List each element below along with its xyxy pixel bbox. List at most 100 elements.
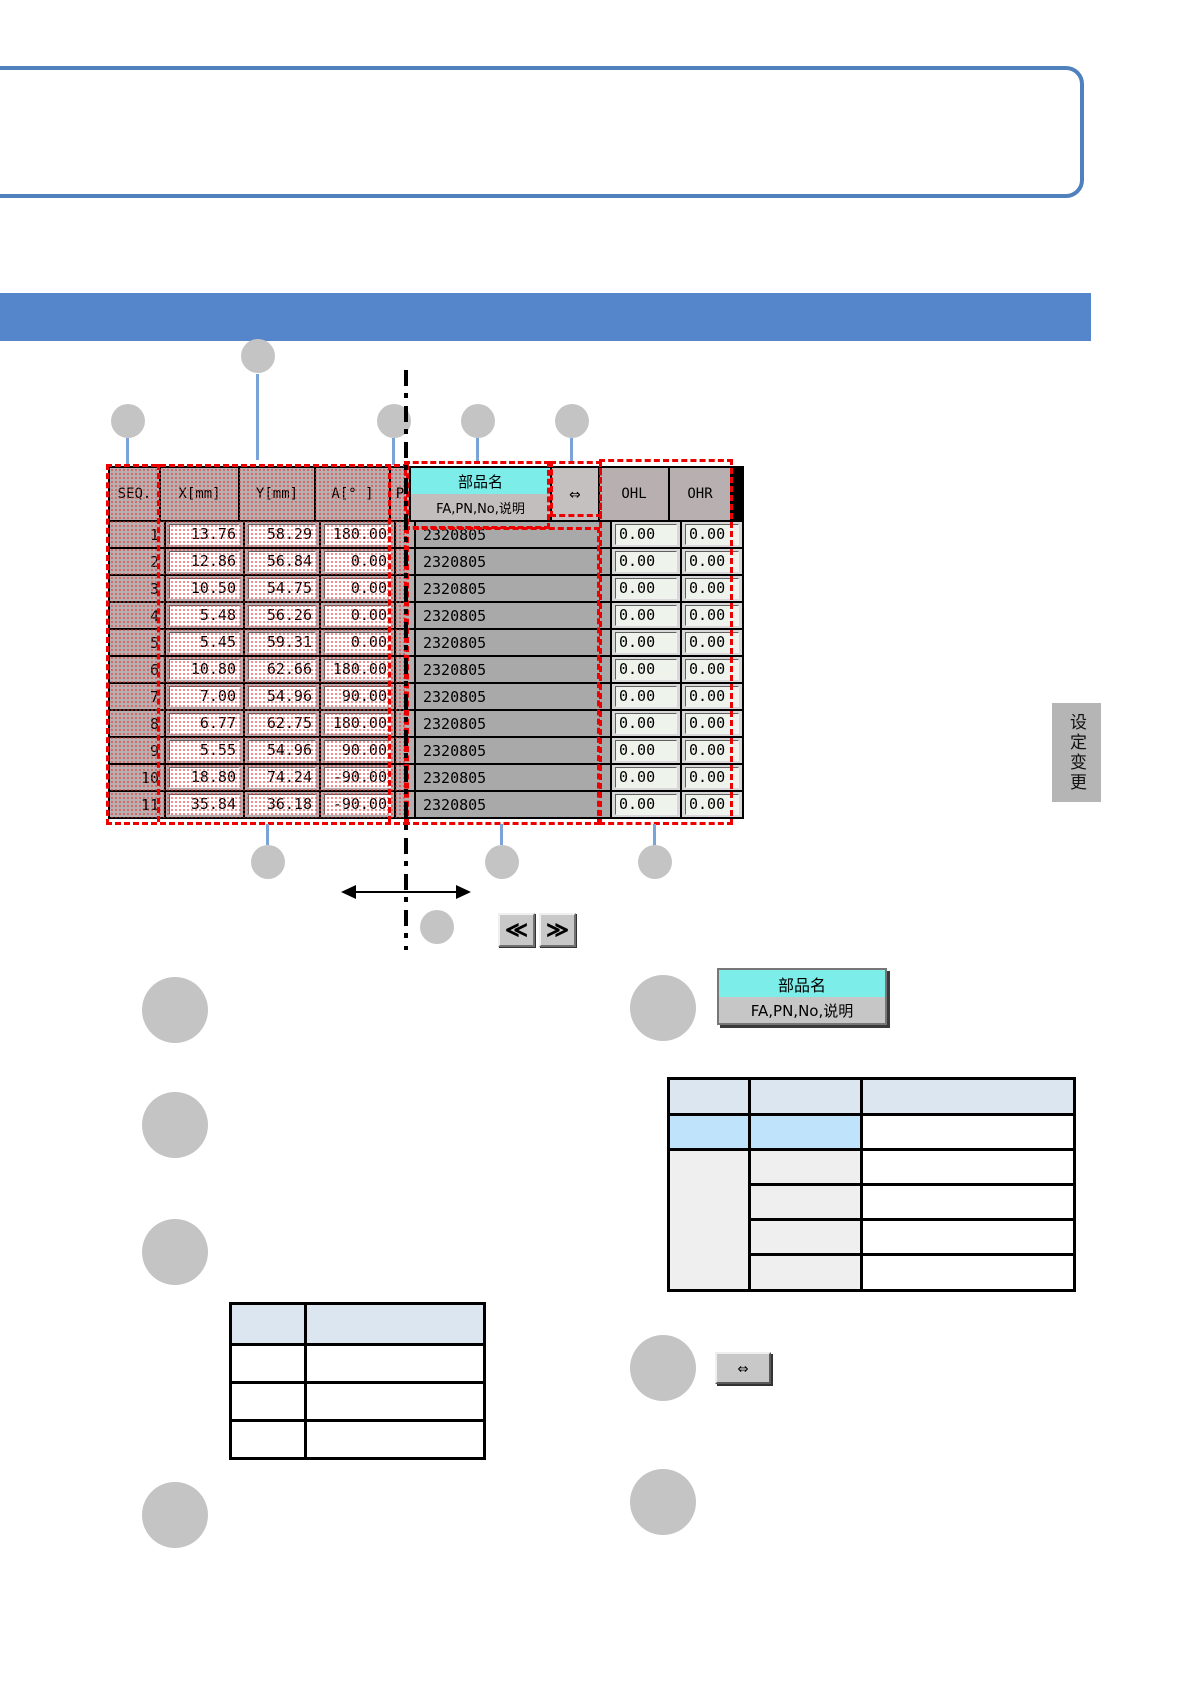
cell-part-name[interactable]: 2320805 (416, 711, 610, 736)
chapter-side-tab[interactable]: 设定变更 (1052, 703, 1101, 802)
cell-a[interactable]: 0.00 (321, 576, 394, 601)
cell-part-name[interactable]: 2320805 (416, 792, 610, 817)
cell-y[interactable]: 54.96 (245, 738, 319, 763)
table-cell (863, 1151, 1073, 1183)
cell-part-name[interactable]: 2320805 (416, 765, 610, 790)
cell-part-name[interactable]: 2320805 (416, 576, 610, 601)
cell-ohl[interactable]: 0.00 (612, 792, 680, 817)
cell-ohl[interactable]: 0.00 (612, 630, 680, 655)
cell-seq[interactable]: 9 (110, 738, 164, 763)
cell-part-name[interactable]: 2320805 (416, 738, 610, 763)
cell-x[interactable]: 12.86 (166, 549, 243, 574)
cell-seq[interactable]: 3 (110, 576, 164, 601)
cell-a[interactable]: -90.00 (321, 792, 394, 817)
cell-x[interactable]: 35.84 (166, 792, 243, 817)
cell-x[interactable]: 5.45 (166, 630, 243, 655)
cell-y[interactable]: 56.84 (245, 549, 319, 574)
cell-ohl[interactable]: 0.00 (612, 684, 680, 709)
cell-part-name[interactable]: 2320805 (416, 549, 610, 574)
cell-part-name[interactable]: 2320805 (416, 603, 610, 628)
column-header-y[interactable]: Y[mm] (240, 468, 314, 520)
cell-seq[interactable]: 8 (110, 711, 164, 736)
cell-seq[interactable]: 10 (110, 765, 164, 790)
cell-ohr[interactable]: 0.00 (682, 657, 742, 682)
cell-x[interactable]: 10.80 (166, 657, 243, 682)
cell-ohr[interactable]: 0.00 (682, 522, 742, 547)
cell-ohr[interactable]: 0.00 (682, 576, 742, 601)
cell-ohl[interactable]: 0.00 (612, 549, 680, 574)
cell-ohr[interactable]: 0.00 (682, 549, 742, 574)
table-cell (863, 1221, 1073, 1253)
cell-ohl[interactable]: 0.00 (612, 522, 680, 547)
cell-ohl[interactable]: 0.00 (612, 657, 680, 682)
cell-ohr[interactable]: 0.00 (682, 738, 742, 763)
cell-ohl[interactable]: 0.00 (612, 603, 680, 628)
cell-a[interactable]: 180.00 (321, 522, 394, 547)
cell-ohl[interactable]: 0.00 (612, 576, 680, 601)
callout-line (500, 824, 503, 845)
column-header-swap-button[interactable]: ⇔ (552, 468, 598, 520)
cell-seq[interactable]: 6 (110, 657, 164, 682)
table-cell (232, 1346, 304, 1381)
cell-a[interactable]: -90.00 (321, 765, 394, 790)
cell-ohl[interactable]: 0.00 (612, 738, 680, 763)
cell-part-name[interactable]: 2320805 (416, 684, 610, 709)
column-header-seq[interactable]: SEQ. (110, 468, 159, 520)
cell-ohr[interactable]: 0.00 (682, 684, 742, 709)
cell-x[interactable]: 18.80 (166, 765, 243, 790)
cell-y[interactable]: 56.26 (245, 603, 319, 628)
cell-y[interactable]: 36.18 (245, 792, 319, 817)
page-next-button[interactable]: ≫ (539, 913, 576, 947)
callout-circle (555, 404, 589, 438)
arrow-head-left-icon (341, 885, 356, 899)
table-row: 5 5.45 59.31 0.00 2320805 0.00 0.00 (110, 630, 742, 655)
cell-x[interactable]: 5.48 (166, 603, 243, 628)
cell-y[interactable]: 58.29 (245, 522, 319, 547)
cell-part-name[interactable]: 2320805 (416, 522, 610, 547)
cell-ohr[interactable]: 0.00 (682, 792, 742, 817)
cell-y[interactable]: 62.75 (245, 711, 319, 736)
cell-x[interactable]: 5.55 (166, 738, 243, 763)
cell-ohl[interactable]: 0.00 (612, 711, 680, 736)
cell-ohr[interactable]: 0.00 (682, 765, 742, 790)
cell-a[interactable]: 180.00 (321, 711, 394, 736)
part-name-legend-bottom: FA,PN,No,说明 (719, 997, 885, 1023)
cell-seq[interactable]: 4 (110, 603, 164, 628)
cell-seq[interactable]: 5 (110, 630, 164, 655)
cell-a[interactable]: 0.00 (321, 549, 394, 574)
cell-y[interactable]: 54.75 (245, 576, 319, 601)
cell-y[interactable]: 74.24 (245, 765, 319, 790)
cell-seq[interactable]: 7 (110, 684, 164, 709)
placement-data-table: SEQ. X[mm] Y[mm] A[° ] P 部品名 FA,PN,No,说明… (108, 466, 744, 819)
column-header-ohr[interactable]: OHR (670, 468, 730, 520)
cell-ohl[interactable]: 0.00 (612, 765, 680, 790)
callout-circle (630, 1335, 696, 1401)
cell-ohr[interactable]: 0.00 (682, 603, 742, 628)
callout-circle (142, 1482, 208, 1548)
cell-y[interactable]: 54.96 (245, 684, 319, 709)
cell-y[interactable]: 62.66 (245, 657, 319, 682)
cell-a[interactable]: 90.00 (321, 738, 394, 763)
cell-a[interactable]: 0.00 (321, 603, 394, 628)
cell-part-name[interactable]: 2320805 (416, 657, 610, 682)
cell-seq[interactable]: 1 (110, 522, 164, 547)
page-previous-button[interactable]: ≪ (498, 913, 535, 947)
cell-x[interactable]: 6.77 (166, 711, 243, 736)
cell-y[interactable]: 59.31 (245, 630, 319, 655)
column-header-ohl[interactable]: OHL (600, 468, 668, 520)
column-header-a[interactable]: A[° ] (316, 468, 389, 520)
column-header-part-name[interactable]: 部品名 FA,PN,No,说明 (411, 468, 550, 520)
cell-x[interactable]: 10.50 (166, 576, 243, 601)
cell-seq[interactable]: 11 (110, 792, 164, 817)
cell-a[interactable]: 180.00 (321, 657, 394, 682)
cell-part-name[interactable]: 2320805 (416, 630, 610, 655)
cell-x[interactable]: 13.76 (166, 522, 243, 547)
cell-ohr[interactable]: 0.00 (682, 711, 742, 736)
cell-seq[interactable]: 2 (110, 549, 164, 574)
swap-button-legend[interactable]: ⇔ (715, 1352, 771, 1384)
cell-ohr[interactable]: 0.00 (682, 630, 742, 655)
cell-a[interactable]: 0.00 (321, 630, 394, 655)
column-header-x[interactable]: X[mm] (161, 468, 238, 520)
cell-a[interactable]: 90.00 (321, 684, 394, 709)
cell-x[interactable]: 7.00 (166, 684, 243, 709)
